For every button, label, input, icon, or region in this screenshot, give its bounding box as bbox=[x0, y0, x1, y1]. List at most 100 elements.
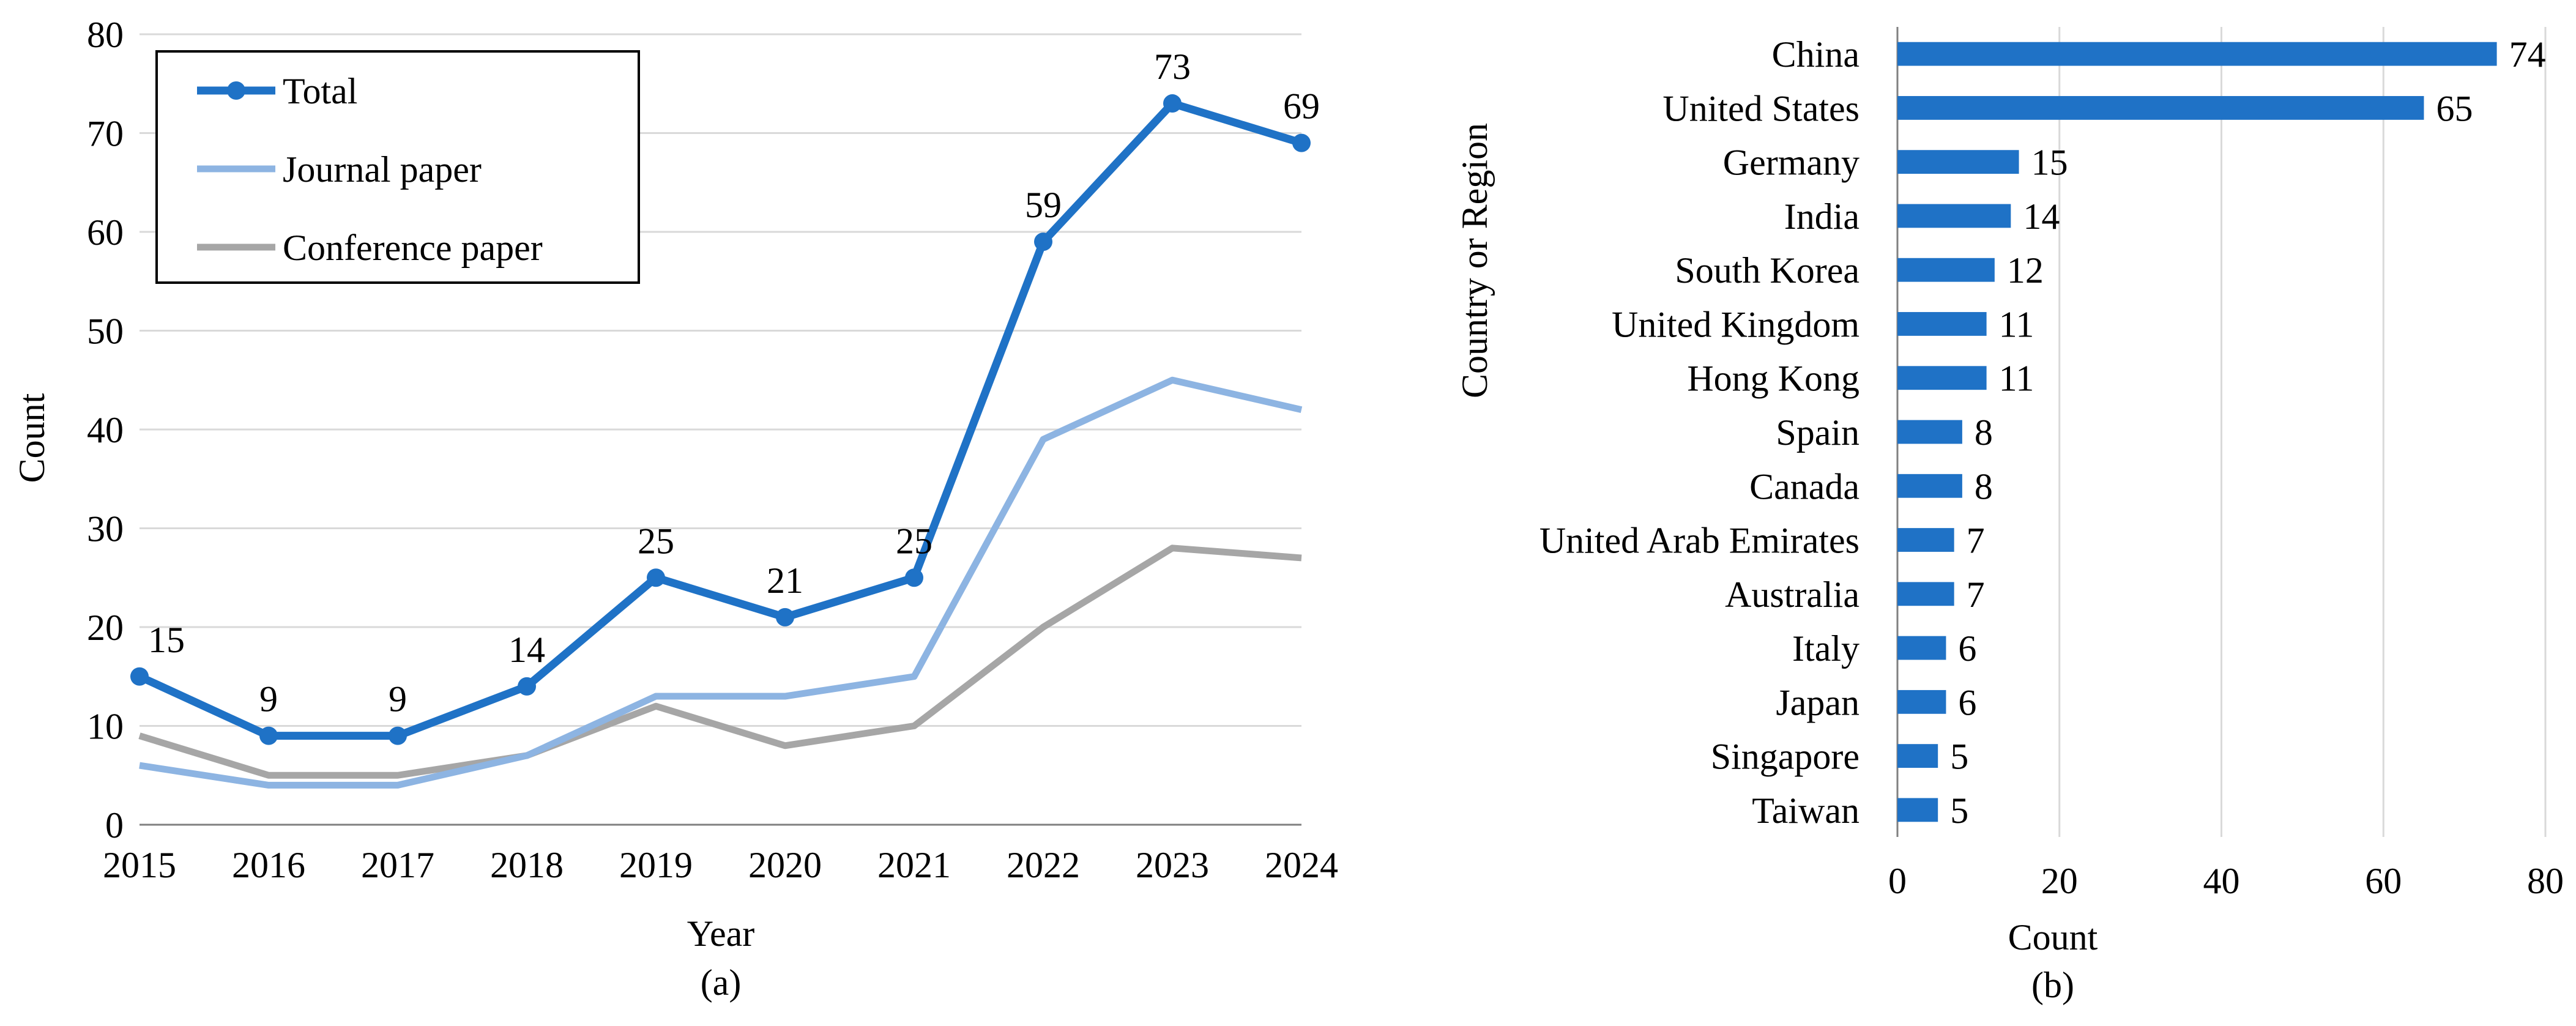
legend-label-journal: Journal paper bbox=[283, 149, 482, 190]
bar-chart-category-label: Hong Kong bbox=[1687, 359, 1859, 399]
line-chart-data-label: 15 bbox=[148, 620, 185, 660]
line-chart-x-tick-label: 2019 bbox=[619, 845, 693, 885]
bar-chart-x-tick-label: 0 bbox=[1888, 861, 1907, 901]
bar-chart-data-label: 11 bbox=[1999, 304, 2034, 344]
line-chart-y-tick-label: 40 bbox=[87, 410, 124, 450]
bar-chart-category-label: China bbox=[1772, 34, 1859, 75]
line-chart-x-tick-label: 2021 bbox=[877, 845, 951, 885]
bar-chart-data-label: 8 bbox=[1975, 466, 1993, 507]
line-chart-marker bbox=[776, 608, 794, 626]
bar-chart-category-label: United Arab Emirates bbox=[1539, 521, 1859, 561]
line-chart-series-total bbox=[138, 99, 1303, 740]
bar-chart-category-label: Canada bbox=[1749, 466, 1859, 507]
bar-chart-category-label: Japan bbox=[1776, 682, 1859, 723]
panel-label-b: (b) bbox=[2031, 965, 2074, 1005]
line-chart-y-tick-label: 70 bbox=[87, 114, 124, 154]
bar-chart-data-label: 12 bbox=[2007, 250, 2044, 291]
line-chart-data-label: 25 bbox=[896, 521, 932, 561]
line-chart-x-tick-label: 2016 bbox=[232, 845, 305, 885]
bar-chart-bar bbox=[1897, 690, 1946, 714]
line-chart-y-tick-label: 60 bbox=[87, 212, 124, 253]
line-chart-x-tick-label: 2020 bbox=[748, 845, 822, 885]
line-chart-y-tick-label: 30 bbox=[87, 509, 124, 549]
bar-chart-category-label: South Korea bbox=[1675, 250, 1859, 291]
line-chart-data-label: 9 bbox=[259, 679, 278, 719]
line-chart-y-tick-label: 80 bbox=[87, 15, 124, 55]
bar-chart-category-label: Spain bbox=[1776, 412, 1859, 453]
bar-chart-bar bbox=[1897, 582, 1954, 606]
line-chart-data-label: 9 bbox=[389, 679, 407, 719]
bar-chart-data-label: 7 bbox=[1967, 574, 1985, 615]
bar-chart-data-label: 65 bbox=[2436, 88, 2473, 128]
line-chart-marker bbox=[1163, 94, 1182, 113]
line-chart-x-tick-label: 2017 bbox=[361, 845, 434, 885]
line-chart-marker bbox=[389, 726, 407, 745]
line-chart-y-tick-label: 0 bbox=[105, 805, 124, 846]
legend-marker-total bbox=[227, 81, 245, 100]
bar-chart-data-label: 6 bbox=[1958, 682, 1976, 723]
bar-chart-x-tick-labels: 0 20 40 60 80 bbox=[1888, 861, 2564, 901]
line-chart-x-tick-label: 2015 bbox=[103, 845, 176, 885]
line-chart-y-tick-label: 50 bbox=[87, 311, 124, 352]
bar-chart-bar bbox=[1897, 204, 2011, 228]
line-chart-x-tick-label: 2024 bbox=[1265, 845, 1338, 885]
bar-chart-bars bbox=[1897, 42, 2497, 822]
line-chart-markers bbox=[130, 94, 1311, 745]
line-chart-y-tick-label: 20 bbox=[87, 608, 124, 648]
line-chart-data-label: 21 bbox=[767, 560, 803, 601]
line-chart-marker bbox=[647, 568, 665, 587]
bar-chart-bar bbox=[1897, 744, 1938, 768]
bar-chart-bar bbox=[1897, 150, 2019, 174]
line-chart-legend: Total Journal paper Conference paper bbox=[155, 50, 640, 284]
bar-chart-bar bbox=[1897, 366, 1987, 390]
panel-label-a: (a) bbox=[701, 962, 742, 1003]
line-chart-x-tick-label: 2023 bbox=[1136, 845, 1209, 885]
bar-chart-category-label: India bbox=[1784, 196, 1859, 237]
bar-chart-category-label: Taiwan bbox=[1752, 790, 1859, 831]
bar-chart-data-label: 74 bbox=[2509, 34, 2546, 75]
bar-chart-x-tick-label: 20 bbox=[2041, 861, 2078, 901]
bar-chart-data-label: 5 bbox=[1950, 790, 1968, 831]
bar-chart-data-label: 15 bbox=[2031, 143, 2068, 183]
line-chart-series-journal bbox=[139, 376, 1303, 789]
bar-chart-x-tick-label: 80 bbox=[2527, 861, 2564, 901]
bar-chart-y-axis-title: Country or Region bbox=[1454, 123, 1495, 398]
bar-chart-data-label: 6 bbox=[1958, 628, 1976, 669]
line-chart-x-tick-label: 2022 bbox=[1007, 845, 1080, 885]
bar-chart-data-label: 7 bbox=[1967, 521, 1985, 561]
bar-chart-bar bbox=[1897, 798, 1938, 822]
line-chart-data-label: 73 bbox=[1154, 46, 1191, 87]
bar-chart-data-label: 14 bbox=[2023, 196, 2060, 237]
line-chart-x-tick-label: 2018 bbox=[490, 845, 564, 885]
line-chart-data-label: 14 bbox=[508, 630, 545, 670]
line-chart-marker bbox=[130, 667, 149, 686]
line-chart-marker bbox=[1034, 232, 1052, 251]
bar-chart-bar bbox=[1897, 474, 1962, 498]
line-chart-marker bbox=[518, 677, 536, 696]
bar-chart-bar bbox=[1897, 95, 2424, 120]
bar-chart-category-labels: China United States Germany India South Kore… bbox=[1539, 34, 1859, 831]
bar-chart-x-tick-label: 60 bbox=[2365, 861, 2402, 901]
bar-chart-bar bbox=[1897, 420, 1962, 444]
bar-chart-data-label: 11 bbox=[1999, 359, 2034, 399]
line-chart-data-labels: 15 9 9 14 25 21 25 59 73 69 bbox=[148, 46, 1320, 719]
bar-chart-bar bbox=[1897, 636, 1946, 660]
bar-chart-panel: China United States Germany India South Kore… bbox=[1454, 27, 2564, 1005]
line-chart-series bbox=[138, 99, 1303, 789]
bar-chart-bar bbox=[1897, 312, 1987, 336]
bar-chart-category-label: Italy bbox=[1792, 628, 1859, 669]
line-chart-x-tick-labels: 2015 2016 2017 2018 2019 2020 2021 2022 2023 2024 bbox=[103, 845, 1338, 885]
line-chart-data-label: 69 bbox=[1283, 86, 1320, 127]
line-chart-y-axis-title: Count bbox=[12, 393, 52, 483]
line-chart-marker bbox=[1292, 133, 1311, 152]
line-chart-marker bbox=[259, 726, 278, 745]
line-chart-series-conference bbox=[138, 545, 1302, 779]
bar-chart-bar bbox=[1897, 528, 1954, 552]
bar-chart-bar bbox=[1897, 258, 1995, 282]
bar-chart-category-label: United Kingdom bbox=[1612, 304, 1859, 344]
bar-chart-bar bbox=[1897, 42, 2497, 66]
bar-chart-category-label: Australia bbox=[1725, 574, 1859, 615]
bar-chart-data-label: 5 bbox=[1950, 737, 1968, 777]
